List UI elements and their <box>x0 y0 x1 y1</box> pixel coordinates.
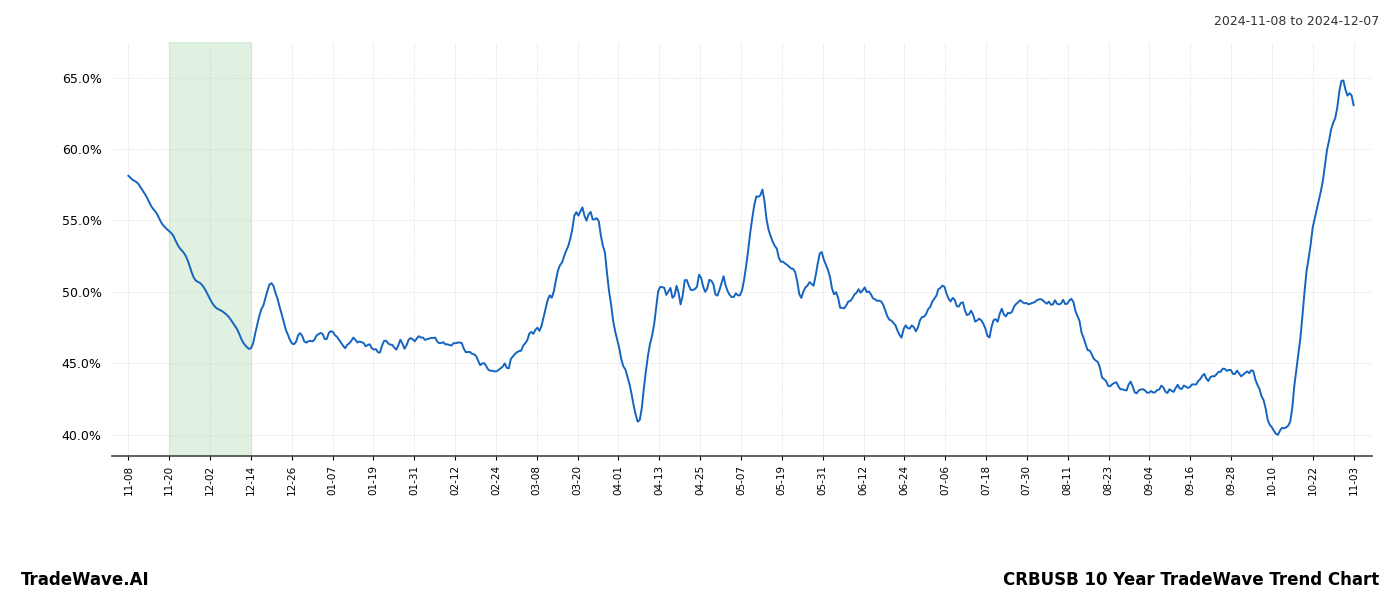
Text: CRBUSB 10 Year TradeWave Trend Chart: CRBUSB 10 Year TradeWave Trend Chart <box>1002 571 1379 589</box>
Bar <box>169 42 251 456</box>
Text: TradeWave.AI: TradeWave.AI <box>21 571 150 589</box>
Text: 2024-11-08 to 2024-12-07: 2024-11-08 to 2024-12-07 <box>1214 15 1379 28</box>
